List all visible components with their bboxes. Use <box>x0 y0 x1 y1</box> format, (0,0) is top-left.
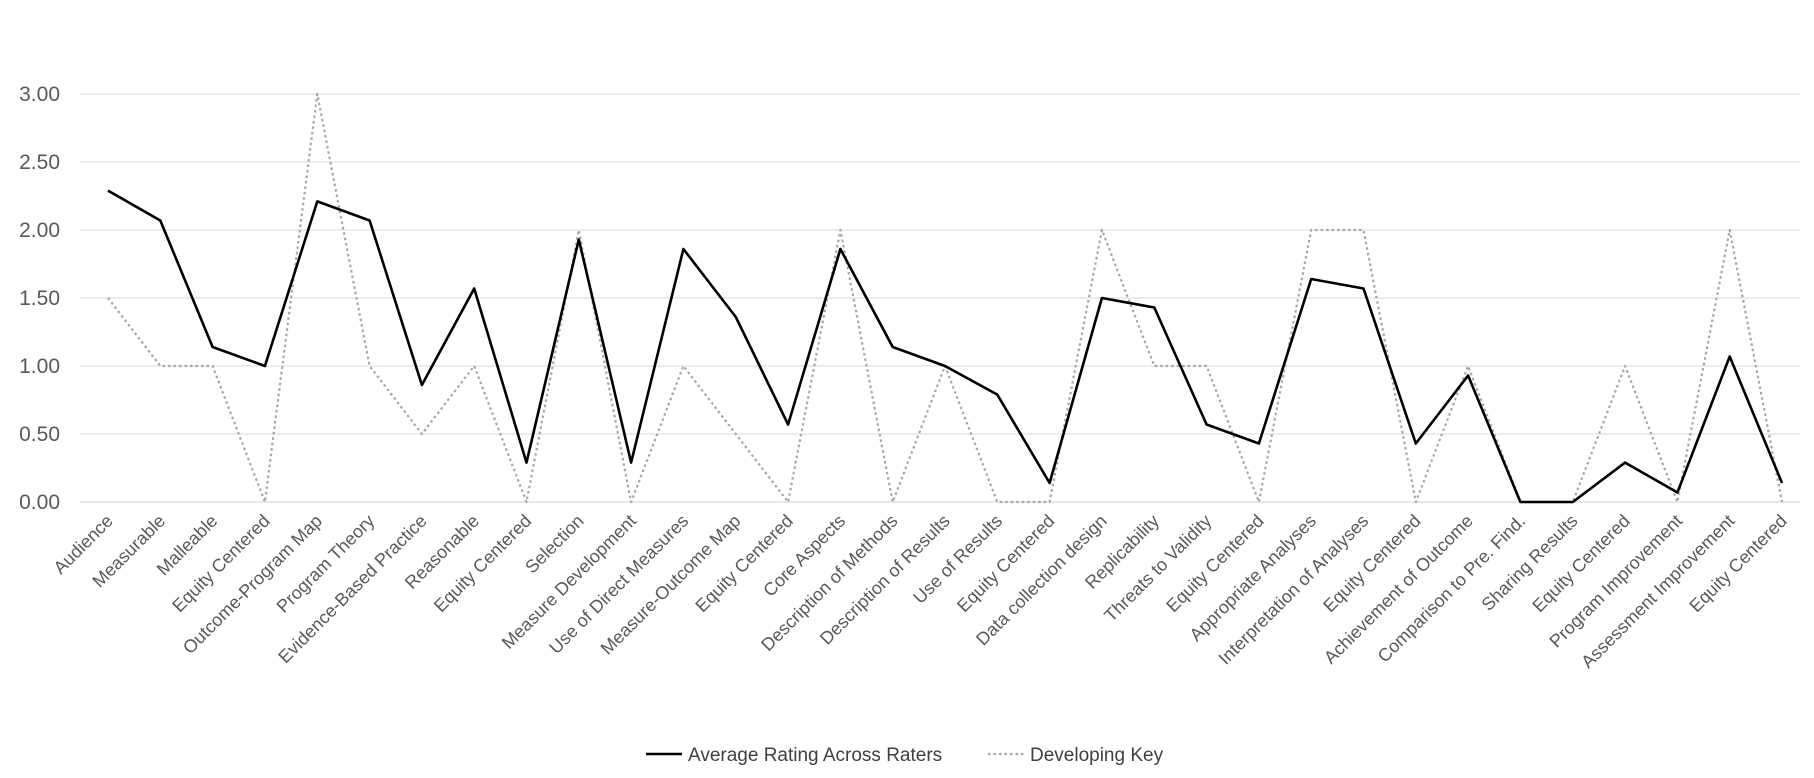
y-tick-label: 0.00 <box>19 491 60 514</box>
y-tick-label: 2.00 <box>19 219 60 242</box>
legend: Average Rating Across Raters Developing K… <box>646 745 1164 766</box>
y-tick-label: 1.50 <box>19 287 60 310</box>
x-tick-label: Equity Centered <box>430 511 535 616</box>
y-axis-tick-labels: 0.00 0.50 1.00 1.50 2.00 2.50 3.00 <box>19 83 60 514</box>
y-tick-label: 3.00 <box>19 83 60 106</box>
legend-label: Developing Key <box>1030 745 1164 766</box>
y-tick-label: 1.00 <box>19 355 60 378</box>
y-tick-label: 2.50 <box>19 151 60 174</box>
x-tick-label: Sharing Results <box>1478 511 1582 615</box>
legend-label: Average Rating Across Raters <box>688 745 942 766</box>
series-lines <box>107 92 1784 504</box>
series-line <box>107 189 1784 504</box>
gridlines <box>80 93 1800 503</box>
x-tick-label: Equity Centered <box>1685 511 1790 616</box>
y-tick-label: 0.50 <box>19 423 60 446</box>
